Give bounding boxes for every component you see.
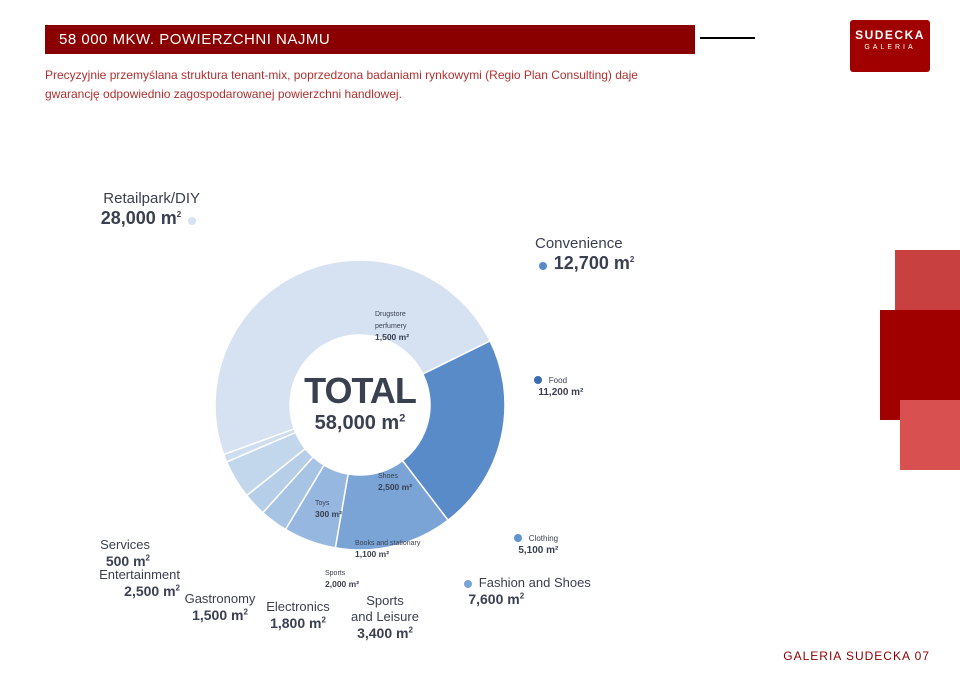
total-value: 58,000 m2 <box>210 412 510 435</box>
ann-fashion: Fashion and Shoes 7,600 m2 <box>460 575 610 608</box>
ann-clothing: Clothing 5,100 m² <box>510 533 590 557</box>
page-title: 58 000 MKW. POWIERZCHNI NAJMU <box>45 25 695 54</box>
tenant-mix-donut-chart: TOTAL 58,000 m2 Retailpark/DIY 28,000 m2… <box>130 175 590 635</box>
page-header: 58 000 MKW. POWIERZCHNI NAJMU Precyzyjni… <box>45 25 695 104</box>
ann-gastronomy: Gastronomy 1,500 m2 <box>175 591 265 624</box>
page-footer: GALERIA SUDECKA 07 <box>783 649 930 663</box>
total-label: TOTAL <box>210 370 510 412</box>
ann-shoes: Shoes 2,500 m² <box>378 470 438 494</box>
ann-drugstore: Drugstoreperfumery 1,500 m² <box>375 308 435 344</box>
ann-convenience: Convenience 12,700 m2 <box>535 235 675 275</box>
brand-logo: SUDECKA GALERIA <box>850 20 930 72</box>
ann-entertainment: Entertainment 2,500 m2 <box>70 567 180 600</box>
chart-center-label: TOTAL 58,000 m2 <box>210 370 510 435</box>
page-subtitle: Precyzyjnie przemyślana struktura tenant… <box>45 66 665 104</box>
ann-toys: Toys 300 m² <box>315 497 365 521</box>
brand-tag: GALERIA <box>850 44 930 51</box>
ann-retailpark: Retailpark/DIY 28,000 m2 <box>70 190 200 230</box>
ann-books: Books and stationary 1,100 m² <box>355 537 435 561</box>
ann-services: Services 500 m2 <box>70 537 150 570</box>
ann-sports-leisure: Sportsand Leisure 3,400 m2 <box>325 593 445 642</box>
ann-food: Food 11,200 m² <box>530 375 610 399</box>
ann-sports: Sports 2,000 m² <box>325 567 385 591</box>
decorative-blocks <box>870 250 960 480</box>
ann-electronics: Electronics 1,800 m2 <box>258 599 338 632</box>
brand-name: SUDECKA <box>850 28 930 42</box>
